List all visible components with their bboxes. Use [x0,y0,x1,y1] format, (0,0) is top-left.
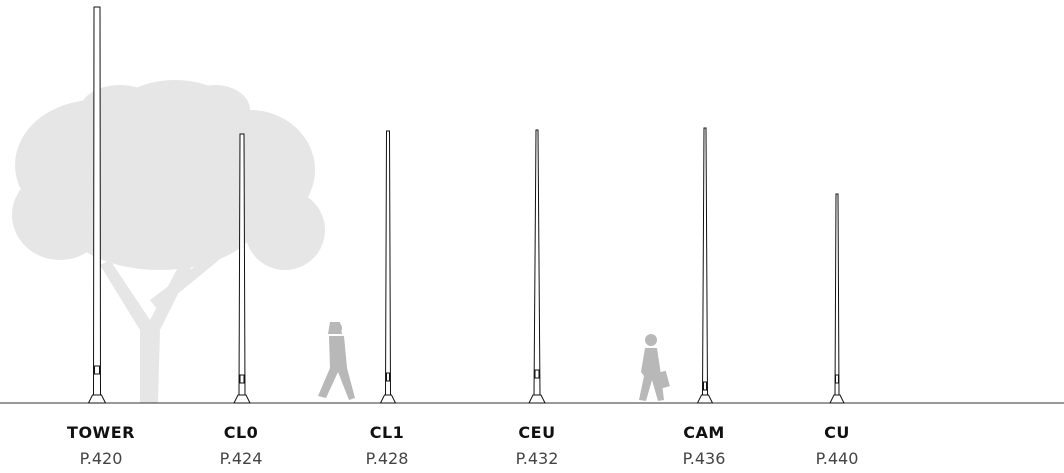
pole [233,133,251,404]
pole-shaft [92,6,102,396]
pole-shaft [834,193,840,396]
pole-page: P.432 [516,449,559,468]
pole-shaft [238,133,246,396]
pole [528,129,546,404]
pole-name: CL1 [370,423,405,442]
pole-page: P.424 [220,449,263,468]
pole-name: CL0 [224,423,259,442]
pole-name: CAM [683,423,725,442]
pole-name: CU [824,423,850,442]
pole-name: TOWER [67,423,135,442]
pole-door [94,365,100,375]
pole-base [829,394,845,404]
pole-base [696,394,714,404]
pole [829,193,845,404]
pole-page: P.420 [80,449,123,468]
pole-base [379,394,397,404]
pole-page: P.440 [816,449,859,468]
pole-page: P.428 [366,449,409,468]
pole [87,6,107,404]
pole-door [534,369,540,379]
pole [696,127,714,404]
pole-shaft [384,130,392,396]
pole-name: CEU [518,423,555,442]
pole-base [87,394,107,404]
person-with-bag [639,334,670,401]
pole [379,130,397,404]
tree [12,80,325,403]
pole-door [835,374,839,384]
person-walking [318,322,355,400]
pole-door [703,381,707,391]
pole-page: P.436 [683,449,726,468]
pole-door [239,374,245,384]
pole-shaft [701,127,709,396]
pole-shaft [533,129,541,396]
pole-base [528,394,546,404]
pole-base [233,394,251,404]
pole-door [386,372,390,382]
